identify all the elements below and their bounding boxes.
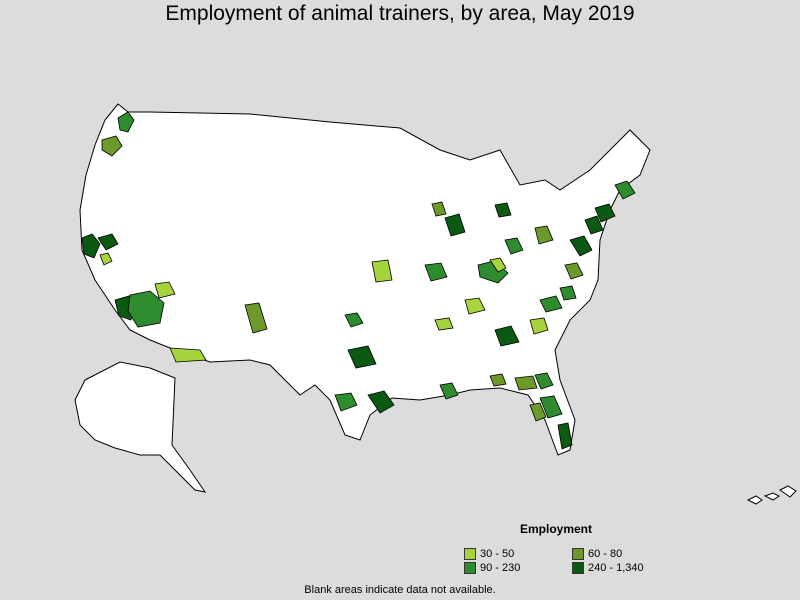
area-virginia [564, 262, 584, 280]
area-louisville [489, 257, 507, 273]
contiguous-us-outline [79, 103, 651, 456]
legend-swatch [572, 562, 584, 574]
legend-label: 60 - 80 [588, 548, 623, 560]
legend-label: 90 - 230 [480, 562, 521, 574]
area-kc [424, 262, 448, 282]
hawaii-islands [746, 485, 797, 505]
area-sf [81, 233, 101, 259]
legend-label: 30 - 50 [480, 548, 515, 560]
area-tampa [529, 402, 547, 422]
legend-item-240-1340: 240 - 1,340 [572, 562, 644, 574]
area-chicago [444, 213, 466, 237]
area-sc [529, 317, 549, 335]
area-kansas [371, 259, 393, 283]
area-detroit [494, 202, 512, 218]
area-flagstaff [154, 281, 176, 299]
area-tucson [169, 347, 207, 363]
area-pittsburgh [534, 225, 554, 245]
area-boston [614, 180, 636, 200]
legend-item-30-50: 30 - 50 [464, 548, 514, 560]
legend-swatch [464, 548, 476, 560]
area-oklahoma [344, 312, 364, 328]
area-nola [439, 382, 459, 400]
area-nashville [464, 297, 486, 315]
area-albuquerque [244, 302, 268, 334]
area-gulfcoast [514, 375, 538, 391]
area-philly [584, 215, 604, 235]
shaded-areas [81, 111, 636, 450]
area-panhandle [489, 373, 507, 387]
area-seattle [117, 111, 135, 133]
area-jacksonville [534, 372, 554, 390]
area-miami [557, 422, 573, 450]
area-sacramento [97, 233, 119, 251]
legend-swatch [572, 548, 584, 560]
area-austin [334, 392, 358, 412]
area-memphis [434, 317, 454, 331]
alaska-outline [74, 361, 207, 493]
map-title: Employment of animal trainers, by area, … [165, 2, 635, 25]
area-indy [504, 237, 524, 255]
area-charlotte [539, 295, 563, 313]
area-raleigh [559, 285, 577, 301]
area-milwaukee [431, 201, 447, 217]
legend-title: Employment [520, 522, 593, 536]
legend-swatch [464, 562, 476, 574]
area-dallas [347, 345, 377, 369]
legend-item-60-80: 60 - 80 [572, 548, 622, 560]
area-orlando [539, 395, 563, 419]
legend-item-90-230: 90 - 230 [464, 562, 520, 574]
area-portland [101, 135, 123, 157]
footnote: Blank areas indicate data not available. [304, 584, 496, 596]
area-atlanta [494, 325, 520, 347]
area-phoenix [127, 290, 165, 328]
area-fresno [99, 252, 113, 266]
legend-label: 240 - 1,340 [588, 562, 644, 574]
area-houston [367, 390, 395, 414]
area-nyc [594, 203, 616, 223]
area-dc [569, 235, 593, 257]
